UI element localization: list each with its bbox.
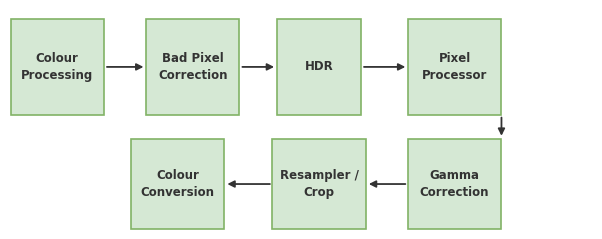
Text: Gamma
Correction: Gamma Correction — [420, 169, 489, 199]
FancyBboxPatch shape — [273, 139, 366, 229]
FancyBboxPatch shape — [131, 139, 224, 229]
Text: Pixel
Processor: Pixel Processor — [422, 52, 487, 82]
Text: Colour
Processing: Colour Processing — [21, 52, 93, 82]
FancyBboxPatch shape — [277, 19, 361, 115]
Text: Bad Pixel
Correction: Bad Pixel Correction — [158, 52, 228, 82]
Text: HDR: HDR — [305, 60, 334, 73]
FancyBboxPatch shape — [11, 19, 104, 115]
FancyBboxPatch shape — [408, 19, 501, 115]
Text: Resampler /
Crop: Resampler / Crop — [279, 169, 359, 199]
Text: Colour
Conversion: Colour Conversion — [141, 169, 214, 199]
FancyBboxPatch shape — [146, 19, 239, 115]
FancyBboxPatch shape — [408, 139, 501, 229]
